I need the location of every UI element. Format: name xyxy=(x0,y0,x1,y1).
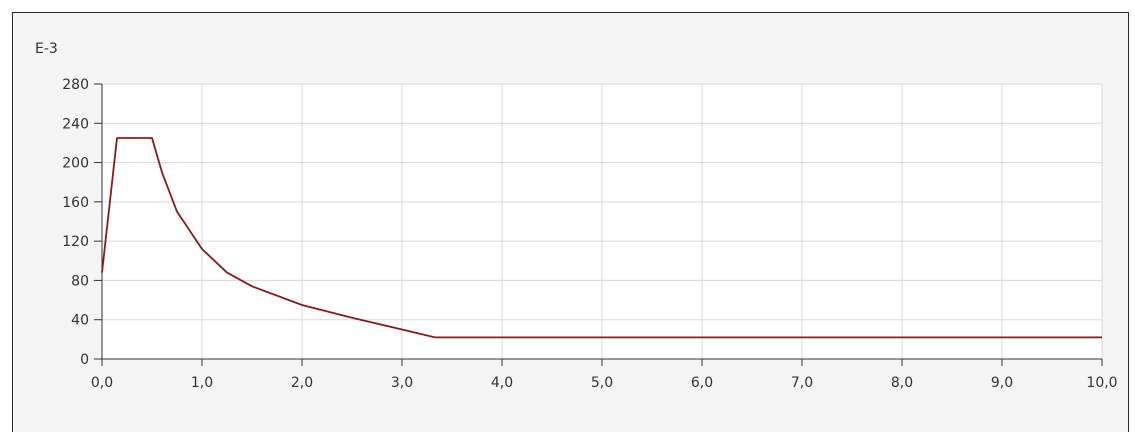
tick-labels: 0,0 1,0 2,0 3,0 4,0 5,0 6,0 7,0 8,0 9,0 10,0 0 40 80 1… xyxy=(62,77,1117,391)
series-line xyxy=(101,137,1102,339)
series-layer xyxy=(101,137,1102,339)
x-tick-label: 4,0 xyxy=(491,375,513,391)
x-tick-label: 1,0 xyxy=(191,375,213,391)
chart-frame: 0,0 1,0 2,0 3,0 4,0 5,0 6,0 7,0 8,0 9,0 10,0 0 40 80 1… xyxy=(12,12,1129,432)
grid xyxy=(102,83,1103,359)
x-tick-label: 7,0 xyxy=(791,375,813,391)
line-chart: 0,0 1,0 2,0 3,0 4,0 5,0 6,0 7,0 8,0 9,0 10,0 0 40 80 1… xyxy=(35,41,1118,391)
x-tick-label: 3,0 xyxy=(391,375,413,391)
y-tick-label: 160 xyxy=(62,195,89,211)
y-tick-label: 200 xyxy=(62,156,89,172)
y-tick-label: 0 xyxy=(80,352,89,368)
x-tick-label: 10,0 xyxy=(1086,375,1117,391)
y-tick-label: 240 xyxy=(62,116,89,132)
unit-label: E-3 xyxy=(35,41,58,57)
x-tick-label: 8,0 xyxy=(891,375,913,391)
x-tick-label: 9,0 xyxy=(991,375,1013,391)
x-tick-label: 2,0 xyxy=(291,375,313,391)
x-tick-label: 5,0 xyxy=(591,375,613,391)
x-tick-label: 6,0 xyxy=(691,375,713,391)
y-tick-label: 120 xyxy=(62,234,89,250)
y-tick-label: 280 xyxy=(62,77,89,93)
x-tick-label: 0,0 xyxy=(91,375,113,391)
axes xyxy=(94,83,1103,366)
y-tick-label: 40 xyxy=(71,313,89,329)
y-tick-label: 80 xyxy=(71,273,89,289)
